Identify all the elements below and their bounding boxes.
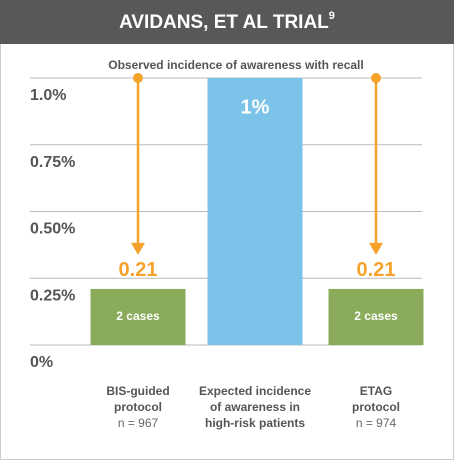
bar-text: 2 cases [354, 309, 398, 323]
y-tick-label: 0.50% [30, 221, 75, 238]
value-label: 1% [241, 96, 270, 118]
arrow-head [369, 242, 383, 255]
x-tick-label: of awareness in [210, 400, 300, 414]
bar [328, 288, 424, 345]
x-tick-label: n = 974 [356, 416, 397, 430]
title-sup: 9 [329, 10, 335, 22]
arrow-head [131, 242, 145, 255]
subtitle: Observed incidence of awareness with rec… [108, 58, 363, 72]
y-tick-label: 0% [30, 354, 53, 371]
arrow-dot [133, 73, 143, 83]
bar-text: 2 cases [116, 309, 160, 323]
y-tick-label: 0.25% [30, 287, 75, 304]
x-tick-label: protocol [352, 400, 400, 414]
value-label: 0.21 [119, 259, 158, 281]
value-label: 0.21 [357, 259, 396, 281]
x-tick-label: ETAG [360, 384, 392, 398]
x-tick-label: n = 967 [118, 416, 159, 430]
y-tick-label: 1.0% [30, 87, 66, 104]
x-tick-label: Expected incidence [199, 384, 311, 398]
x-tick-label: protocol [114, 400, 162, 414]
arrow-dot [371, 73, 381, 83]
bar [90, 288, 186, 345]
title-text: AVIDANS, ET AL TRIAL [119, 12, 329, 33]
x-tick-label: BIS-guided [106, 384, 169, 398]
chart-title: AVIDANS, ET AL TRIAL9 [119, 10, 335, 33]
x-tick-label: high-risk patients [205, 416, 305, 430]
y-tick-label: 0.75% [30, 154, 75, 171]
bar [207, 78, 303, 345]
title-bar [0, 0, 454, 44]
